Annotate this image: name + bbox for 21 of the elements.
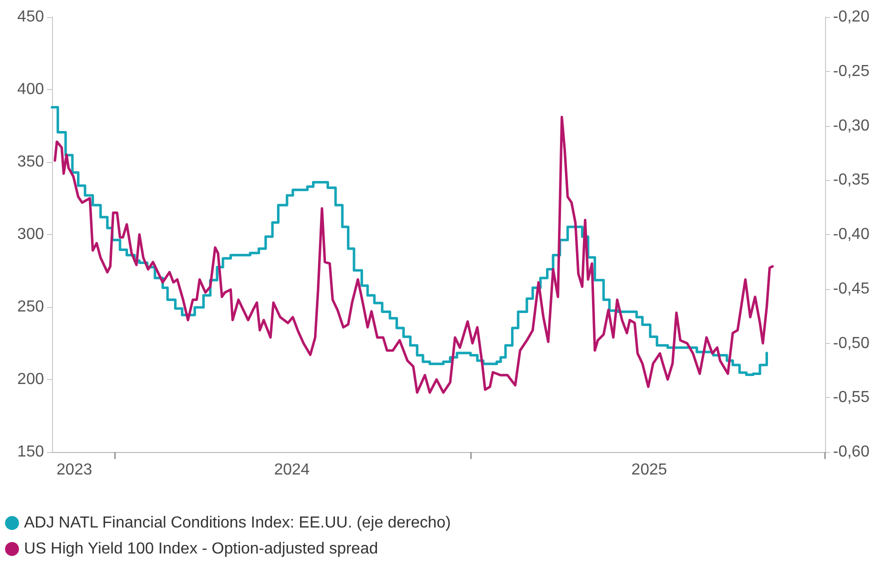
y-tick-label: 200 [17,371,44,388]
y2-tick-label: -0,55 [833,389,870,406]
y2-tick-label: -0,30 [833,117,870,134]
y2-tick-label: -0,25 [833,62,870,80]
y-tick-label: 150 [17,444,44,460]
y-tick-label: 300 [17,226,44,243]
legend-label: ADJ NATL Financial Conditions Index: EE.UU. (eje derecho) [24,514,451,532]
y2-tick-label: -0,60 [833,444,870,460]
y2-tick-label: -0,50 [833,334,870,352]
x-tick-label: 2025 [631,462,668,478]
x-tick-label: 2023 [56,462,92,478]
y2-tick-label: -0,40 [833,226,870,243]
y-tick-label: 350 [17,154,44,170]
y2-tick-label: -0,35 [833,172,870,189]
y-tick-label: 250 [17,298,44,316]
y-tick-label: 450 [17,8,44,26]
legend-label: US High Yield 100 Index - Option-adjusted spread [24,540,378,558]
x-tick-label: 2024 [274,462,310,478]
y2-tick-label: -0,20 [833,8,870,26]
y2-tick-label: -0,45 [833,280,870,298]
y-tick-label: 400 [17,81,44,98]
